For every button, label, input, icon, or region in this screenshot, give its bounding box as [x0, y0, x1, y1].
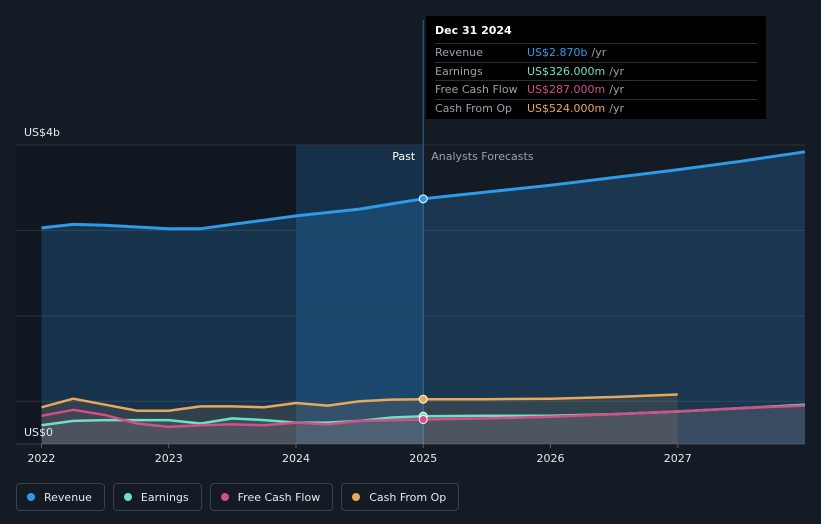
legend-item-revenue[interactable]: Revenue: [16, 483, 105, 511]
tooltip-row-cash-from-op: Cash From Op US$524.000m /yr: [435, 98, 757, 118]
past-label: Past: [392, 150, 416, 163]
tooltip-value: US$2.870b: [527, 46, 588, 60]
tooltip-row-free-cash-flow: Free Cash Flow US$287.000m /yr: [435, 80, 757, 99]
tooltip: Dec 31 2024 Revenue US$2.870b /yr Earnin…: [426, 16, 766, 119]
legend-item-cash-from-op[interactable]: Cash From Op: [341, 483, 460, 511]
tooltip-label: Earnings: [435, 64, 483, 78]
free-cash-flow-line: [41, 404, 806, 429]
tooltip-label: Free Cash Flow: [435, 83, 518, 97]
tooltip-value: US$524.000m: [527, 101, 606, 115]
y-axis-bottom-label: US$0: [24, 426, 54, 439]
y-axis-top-label: US$4b: [24, 126, 61, 139]
tooltip-unit: /yr: [609, 101, 624, 115]
revenue-line: [41, 150, 806, 231]
x-tick-label: 2023: [155, 452, 183, 465]
tooltip-date: Dec 31 2024: [435, 24, 512, 37]
legend-dot-icon: [220, 493, 229, 501]
tooltip-unit: /yr: [609, 64, 624, 78]
legend-item-free-cash-flow[interactable]: Free Cash Flow: [209, 483, 334, 511]
legend-label: Revenue: [44, 490, 92, 504]
tooltip-row-earnings: Earnings US$326.000m /yr: [435, 61, 757, 81]
x-tick-label: 2022: [27, 452, 55, 465]
tooltip-row-revenue: Revenue US$2.870b /yr: [435, 43, 757, 62]
cash-from-op-line: [41, 393, 678, 412]
tooltip-unit: /yr: [609, 83, 624, 97]
past-region: [16, 145, 296, 444]
legend-label: Earnings: [140, 490, 189, 504]
tooltip-label: Revenue: [435, 46, 483, 60]
legend-label: Free Cash Flow: [237, 490, 321, 504]
highlight-region: [295, 145, 424, 444]
legend: Revenue Earnings Free Cash Flow Cash Fro…: [16, 483, 460, 511]
legend-dot-icon: [123, 493, 132, 501]
legend-item-earnings[interactable]: Earnings: [112, 483, 202, 511]
x-tick-label: 2025: [409, 452, 437, 465]
revenue-marker: [418, 194, 428, 204]
legend-label: Cash From Op: [369, 490, 447, 504]
legend-dot-icon: [352, 493, 361, 501]
tooltip-value: US$287.000m: [527, 83, 606, 97]
legend-dot-icon: [27, 493, 35, 501]
x-tick-label: 2026: [536, 452, 564, 465]
tooltip-unit: /yr: [591, 46, 607, 60]
tooltip-label: Cash From Op: [435, 101, 513, 115]
x-tick-label: 2027: [664, 452, 692, 465]
tooltip-value: US$326.000m: [527, 64, 606, 78]
cash-from-op-marker: [418, 394, 428, 404]
forecast-label: Analysts Forecasts: [431, 150, 534, 163]
x-tick-label: 2024: [282, 452, 310, 465]
free-cash-flow-marker: [418, 414, 428, 424]
